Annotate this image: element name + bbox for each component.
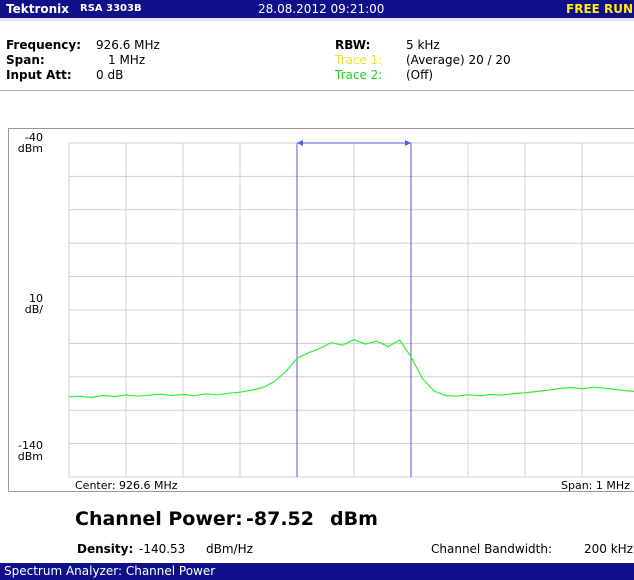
- status: FREE RUN: [566, 2, 634, 16]
- label: Channel Bandwidth:: [431, 542, 553, 556]
- center-label: Center: 926.6 MHz: [75, 479, 178, 492]
- value: -140.53: [139, 542, 186, 556]
- footer-bar: Spectrum Analyzer: Channel Power: [0, 563, 634, 580]
- label: Trace 2:: [335, 68, 383, 82]
- datetime: 28.08.2012 09:21:00: [258, 2, 385, 16]
- header-bar: Tektronix RSA 3303B 28.08.2012 09:21:00 …: [0, 0, 634, 18]
- y-scale-label: dBm: [18, 450, 43, 463]
- value: -87.52: [246, 508, 314, 530]
- model: RSA 3303B: [80, 3, 142, 14]
- trace: [68, 339, 634, 399]
- label: Trace 1:: [335, 53, 383, 67]
- plot-frame: -40 dBm 10 dB/-140 dBm Center: 926.6 MHz Span:…: [8, 128, 634, 492]
- label: Density:: [77, 542, 134, 556]
- label: Input Att:: [6, 68, 72, 82]
- value: (Average) 20 / 20: [406, 53, 511, 67]
- value: 1 MHz: [108, 53, 146, 67]
- value: 0 dB: [96, 68, 124, 82]
- label: Span:: [6, 53, 45, 67]
- value: 5 kHz: [406, 38, 440, 52]
- y-scale-label: 10: [29, 292, 43, 305]
- label: Frequency:: [6, 38, 82, 52]
- separator: [0, 90, 634, 91]
- unit: dBm: [330, 508, 378, 530]
- y-scale-label: -140: [18, 439, 43, 452]
- brand: Tektronix: [6, 2, 70, 16]
- label: RBW:: [335, 38, 371, 52]
- footer-text: Spectrum Analyzer: Channel Power: [4, 564, 216, 578]
- value: 926.6 MHz: [96, 38, 160, 52]
- value: (Off): [406, 68, 434, 82]
- value: 200 kHz: [584, 542, 633, 556]
- y-scale-label: dBm: [18, 142, 43, 155]
- header-strip: [0, 18, 634, 21]
- span-label: Span: 1 MHz: [561, 479, 630, 492]
- unit: dBm/Hz: [206, 542, 253, 556]
- y-scale-label: dB/: [25, 303, 44, 316]
- label: Channel Power:: [75, 508, 243, 530]
- y-scale-label: -40: [25, 131, 43, 144]
